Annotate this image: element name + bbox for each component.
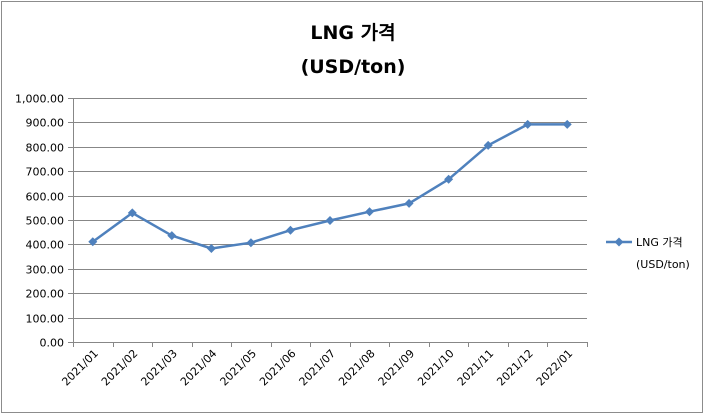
data-point-marker bbox=[483, 140, 493, 150]
data-point-marker bbox=[206, 244, 216, 254]
x-tick-label: 2021/04 bbox=[178, 347, 220, 389]
x-tick-label: 2021/10 bbox=[415, 347, 457, 389]
gridlines bbox=[73, 98, 587, 343]
y-tick-label: 300.00 bbox=[26, 264, 65, 277]
y-tick-labels: 0.00 100.00 200.00 300.00 400.00 500.00 600.00… bbox=[15, 93, 64, 350]
x-tick-label: 2021/02 bbox=[99, 347, 141, 389]
series-layer bbox=[88, 119, 572, 254]
legend-label: (USD/ton) bbox=[636, 258, 690, 271]
x-tick-label: 2021/07 bbox=[297, 347, 339, 389]
data-point-marker bbox=[167, 231, 177, 241]
legend: LNG 가격 (USD/ton) bbox=[606, 236, 690, 271]
y-tick-label: 400.00 bbox=[26, 239, 65, 252]
y-tick-label: 800.00 bbox=[26, 142, 65, 155]
x-tick-label: 2021/08 bbox=[336, 347, 378, 389]
x-tick-label: 2021/01 bbox=[59, 347, 101, 389]
x-tick-label: 2021/03 bbox=[138, 347, 180, 389]
chart-title: LNG 가격 bbox=[310, 22, 396, 44]
y-tick-label: 200.00 bbox=[26, 288, 65, 301]
data-point-marker bbox=[88, 237, 98, 247]
y-tick-label: 1,000.00 bbox=[15, 93, 64, 106]
x-tick-label: 2021/06 bbox=[257, 347, 299, 389]
x-tick-label: 2021/05 bbox=[218, 347, 260, 389]
legend-label: LNG 가격 bbox=[636, 236, 683, 249]
data-point-marker bbox=[127, 208, 137, 218]
x-tick-labels: 2021/012021/022021/032021/042021/052021/… bbox=[59, 347, 575, 389]
data-point-marker bbox=[285, 225, 295, 235]
data-point-marker bbox=[246, 238, 256, 248]
data-point-marker bbox=[325, 215, 335, 225]
chart-subtitle: (USD/ton) bbox=[300, 56, 406, 78]
data-point-marker bbox=[562, 119, 572, 129]
data-point-marker bbox=[444, 174, 454, 184]
y-tick-label: 0.00 bbox=[40, 337, 65, 350]
y-tick-label: 100.00 bbox=[26, 313, 65, 326]
data-point-marker bbox=[365, 207, 375, 217]
y-tick-label: 700.00 bbox=[26, 166, 65, 179]
axes bbox=[68, 98, 588, 347]
y-tick-label: 500.00 bbox=[26, 215, 65, 228]
y-tick-label: 600.00 bbox=[26, 191, 65, 204]
data-point-marker bbox=[523, 119, 533, 129]
data-point-marker bbox=[404, 198, 414, 208]
legend-marker bbox=[614, 237, 624, 247]
x-tick-label: 2021/09 bbox=[376, 347, 418, 389]
series-line bbox=[92, 123, 568, 250]
x-tick-label: 2021/11 bbox=[455, 347, 497, 389]
x-tick-label: 2021/12 bbox=[494, 347, 536, 389]
y-tick-label: 900.00 bbox=[26, 117, 65, 130]
x-tick-label: 2022/01 bbox=[534, 347, 576, 389]
